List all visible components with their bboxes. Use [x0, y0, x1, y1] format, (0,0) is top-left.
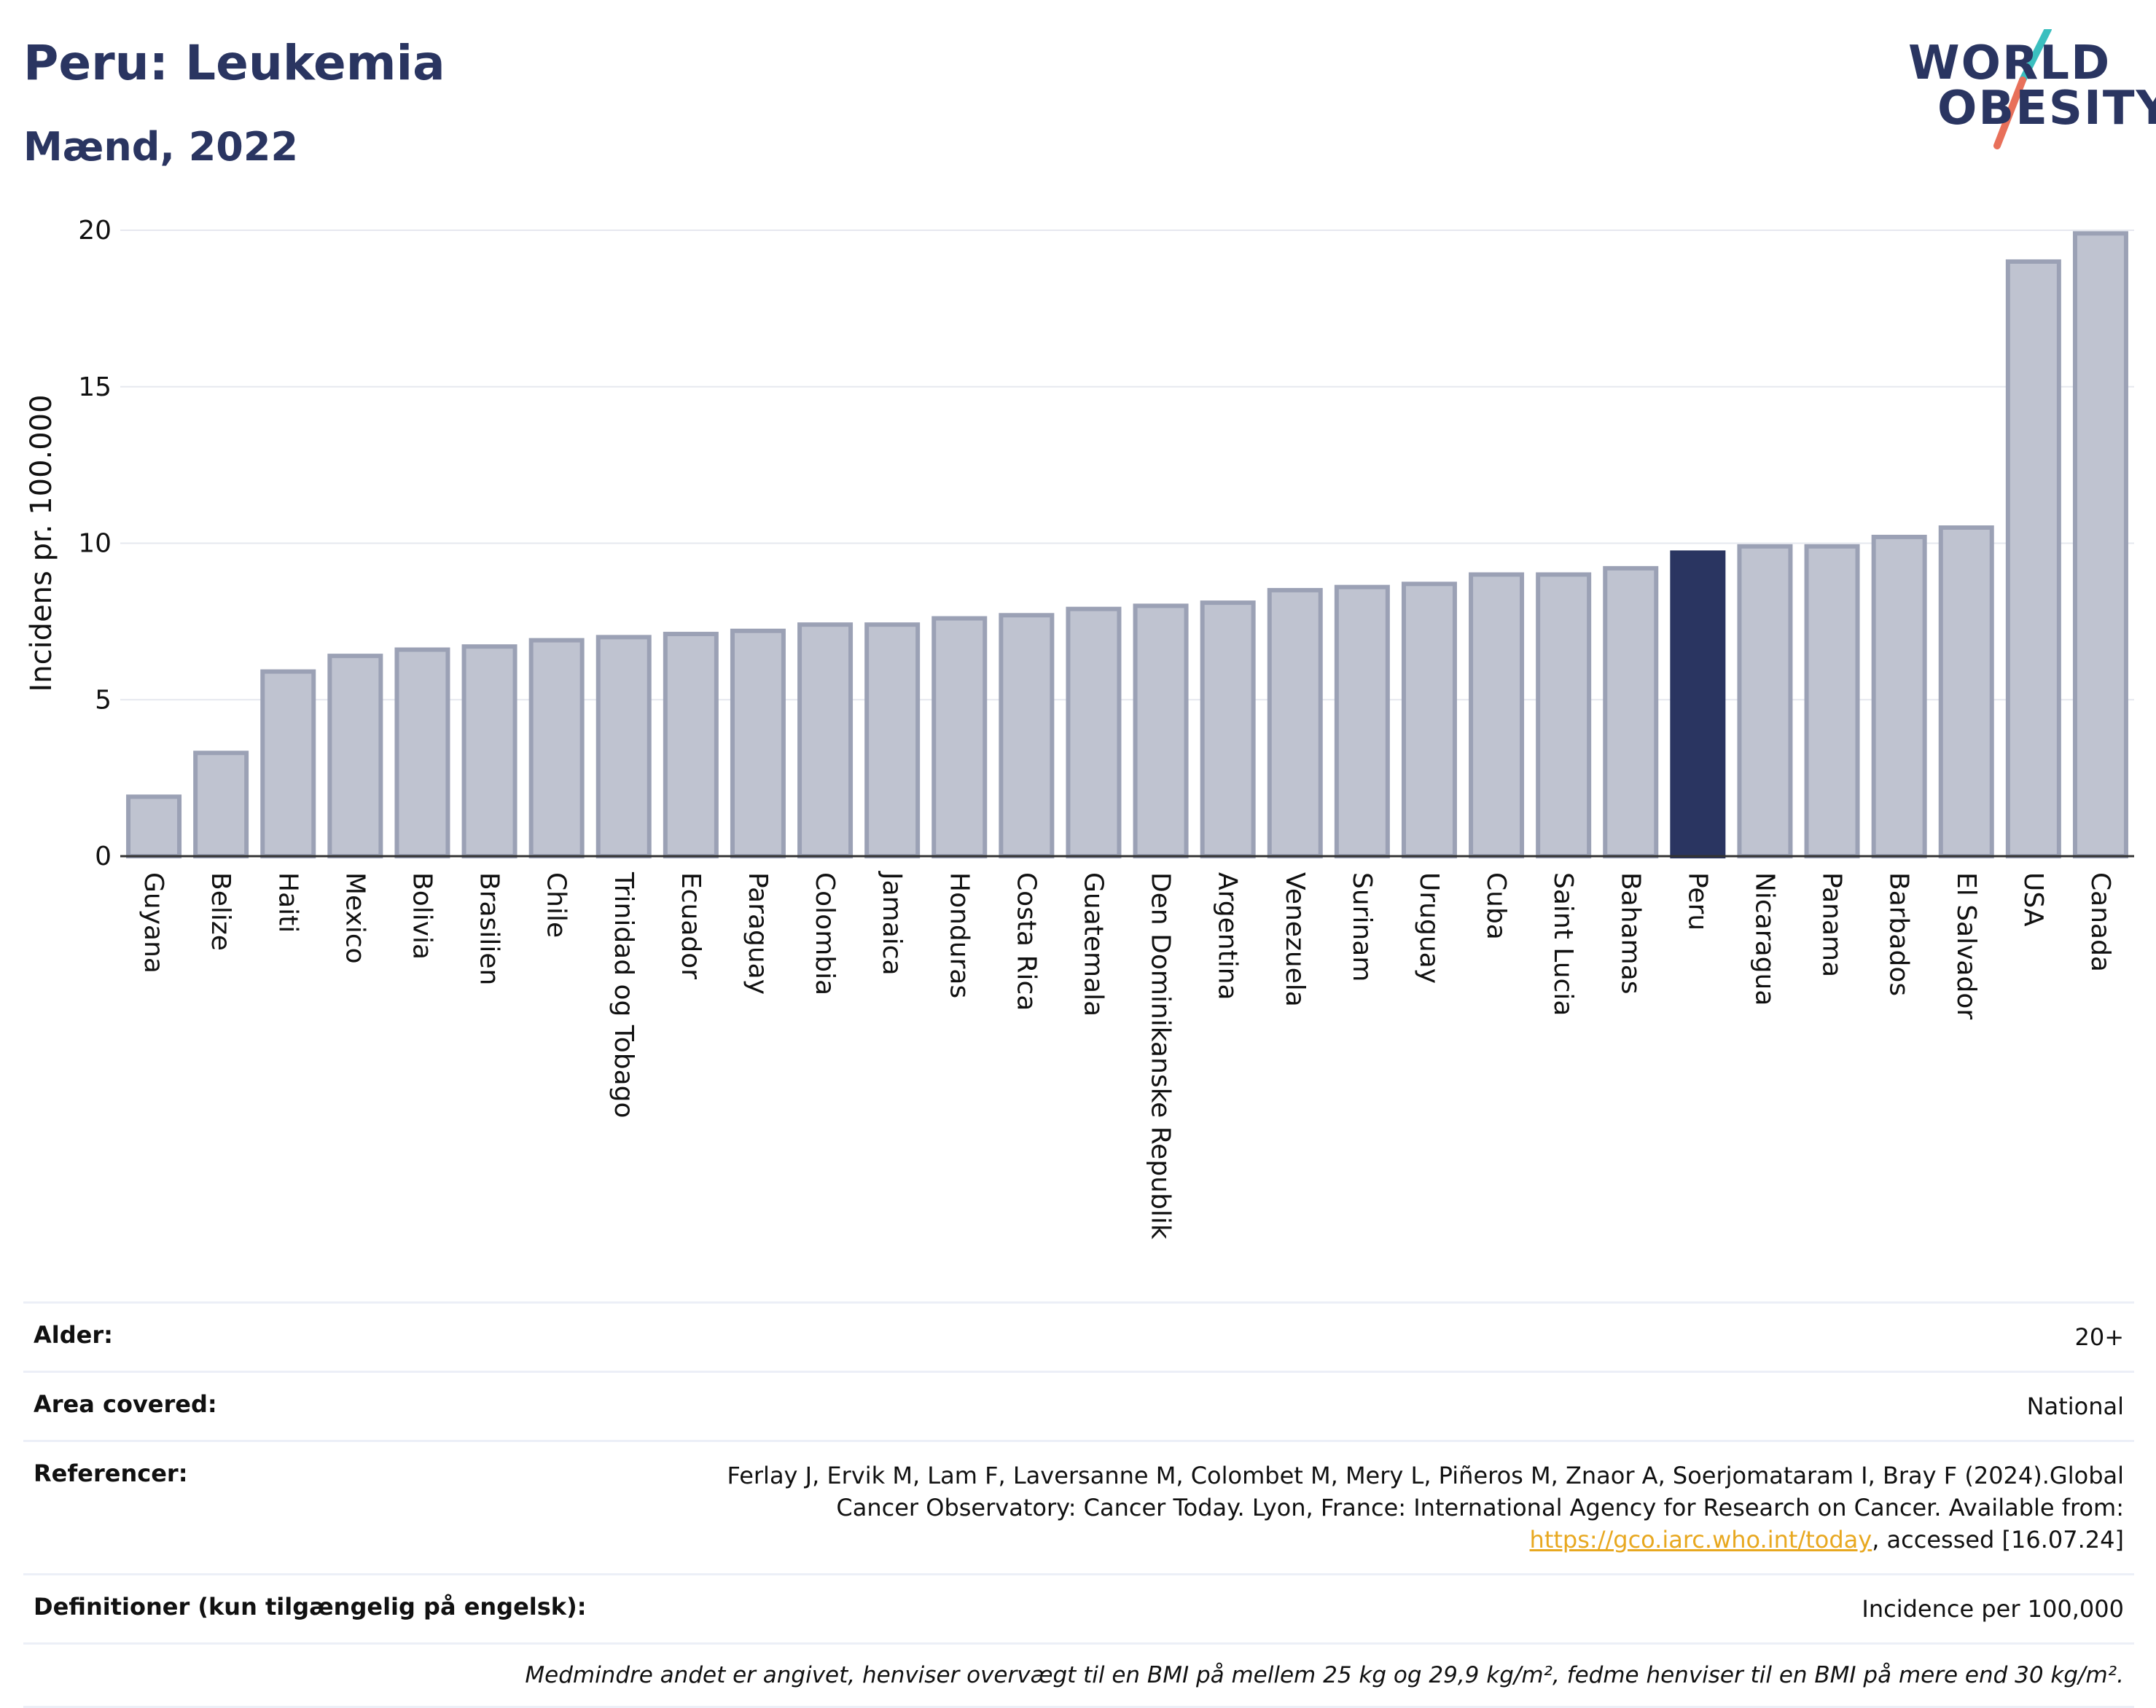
bar-saint-lucia: [1536, 572, 1592, 858]
bar-mexico: [327, 654, 383, 858]
bar-usa: [2005, 259, 2061, 858]
bar-colombia: [797, 622, 854, 858]
age-label: Alder:: [34, 1321, 113, 1349]
x-tick-label: Jamaica: [877, 871, 907, 976]
x-tick-label: Argentina: [1213, 872, 1243, 1000]
y-tick-label: 20: [78, 216, 112, 246]
bar-guyana: [126, 794, 182, 859]
bar-honduras: [931, 616, 988, 859]
area-value: National: [2026, 1392, 2124, 1420]
y-axis-label: Incidens pr. 100.000: [25, 394, 58, 692]
bar-argentina: [1200, 600, 1256, 858]
area-label: Area covered:: [34, 1390, 217, 1418]
bar-costa-rica: [999, 613, 1055, 858]
x-tick-label: Cuba: [1481, 872, 1511, 940]
x-tick-label: Colombia: [810, 872, 840, 995]
bar-surinam: [1334, 584, 1390, 858]
meta-row-definitions: Definitioner (kun tilgængelig på engelsk…: [23, 1573, 2134, 1642]
bar-haiti: [260, 669, 316, 858]
metadata-table: Alder: 20+ Area covered: National Refere…: [23, 1301, 2134, 1708]
bar-barbados: [1871, 534, 1927, 858]
meta-row-age: Alder: 20+: [23, 1301, 2134, 1371]
chart-subtitle: Mænd, 2022: [23, 124, 299, 170]
x-tick-label: Canada: [2085, 872, 2115, 972]
bar-nicaragua: [1737, 544, 1793, 858]
age-value: 20+: [2074, 1323, 2124, 1351]
bar-cuba: [1469, 572, 1525, 858]
x-tick-label: Bahamas: [1615, 872, 1645, 995]
x-tick-label: Venezuela: [1280, 872, 1310, 1007]
x-tick-label: Belize: [206, 872, 235, 951]
x-tick-label: Panama: [1817, 872, 1847, 977]
x-tick-label: El Salvador: [1951, 872, 1981, 1019]
x-tick-label: Ecuador: [676, 872, 706, 979]
bar-chile: [528, 638, 585, 859]
y-tick-label: 15: [78, 372, 112, 402]
bar-el-salvador: [1938, 525, 1994, 858]
bar-canada: [2072, 231, 2128, 859]
references-link[interactable]: https://gco.iarc.who.int/today: [1529, 1526, 1872, 1554]
x-tick-label: Guatemala: [1078, 872, 1108, 1016]
x-tick-label: Trinidad og Tobago: [609, 871, 638, 1119]
x-tick-label: Honduras: [944, 872, 974, 998]
bar-guatemala: [1066, 606, 1122, 858]
chart-title: Peru: Leukemia: [23, 35, 445, 91]
definitions-label: Definitioner (kun tilgængelig på engelsk…: [34, 1593, 587, 1621]
x-tick-label: Costa Rica: [1011, 872, 1041, 1011]
meta-row-references: Referencer: Ferlay J, Ervik M, Lam F, La…: [23, 1440, 2134, 1573]
bar-chart: 0 5 10 15 20 Guyana Belize Haiti Mexico Bolivia Br…: [25, 216, 2134, 1239]
bar-ecuador: [663, 632, 719, 858]
logo-word-obesity: OBESITY: [1937, 82, 2156, 136]
bar-brasilien: [461, 644, 517, 858]
y-tick-label: 5: [95, 685, 112, 715]
x-tick-label: Surinam: [1347, 872, 1377, 982]
bar-bahamas: [1603, 565, 1659, 858]
x-tick-label: Chile: [542, 872, 571, 938]
x-tick-label: Peru: [1682, 872, 1712, 931]
x-tick-label: Barbados: [1884, 872, 1914, 996]
x-tick-label: Nicaragua: [1749, 872, 1779, 1006]
bar-peru: [1670, 550, 1726, 858]
x-tick-label: Paraguay: [743, 872, 773, 995]
bmi-footnote: Medmindre andet er angivet, henviser ove…: [23, 1642, 2134, 1708]
x-tick-label: Uruguay: [1414, 872, 1444, 984]
x-tick-label: Bolivia: [407, 872, 437, 960]
references-label: Referencer:: [34, 1460, 188, 1487]
bar-bolivia: [394, 647, 450, 859]
meta-row-area: Area covered: National: [23, 1371, 2134, 1440]
bar-panama: [1804, 544, 1860, 858]
x-tick-label: Den Dominikanske Republik: [1146, 872, 1176, 1239]
x-tick-label: Saint Lucia: [1548, 872, 1578, 1016]
x-tick-label: Guyana: [138, 872, 168, 974]
bar-uruguay: [1401, 581, 1457, 859]
bar-paraguay: [730, 628, 786, 858]
world-obesity-logo: WORLD OBESITY: [1895, 29, 2156, 160]
x-tick-label: Brasilien: [474, 872, 504, 985]
bar-trinidad-og-tobago: [595, 635, 652, 858]
references-accessed: , accessed [16.07.24]: [1872, 1526, 2124, 1554]
logo-word-world: WORLD: [1908, 36, 2112, 90]
bar-belize: [193, 751, 249, 859]
bar-den-dominikanske-republik: [1133, 603, 1189, 859]
references-text: Ferlay J, Ervik M, Lam F, Laversanne M, …: [727, 1462, 2124, 1521]
x-tick-label: USA: [2018, 872, 2048, 927]
definitions-value: Incidence per 100,000: [1862, 1595, 2124, 1623]
y-tick-label: 10: [78, 529, 112, 559]
x-tick-label: Mexico: [340, 872, 370, 964]
logo-slash-icon: [1993, 29, 2052, 149]
x-tick-label: Haiti: [273, 872, 302, 933]
y-tick-label: 0: [95, 842, 112, 871]
references-value: Ferlay J, Ervik M, Lam F, Laversanne M, …: [666, 1460, 2124, 1556]
bar-jamaica: [864, 622, 921, 858]
bar-venezuela: [1267, 587, 1323, 858]
